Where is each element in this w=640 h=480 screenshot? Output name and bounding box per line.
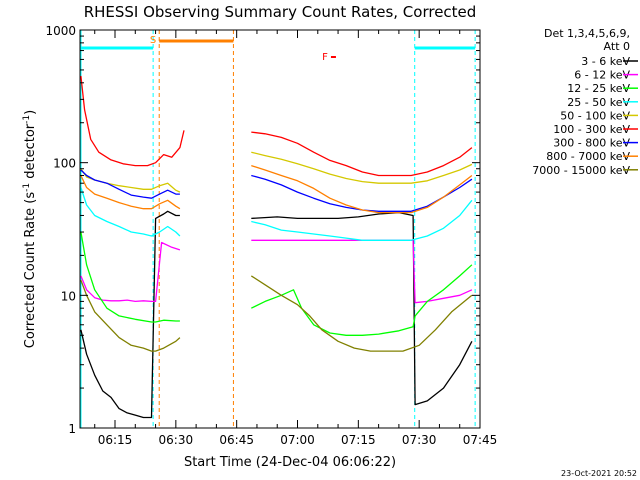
x-axis-ticks: 06:15 06:30 06:45 07:00 07:15 07:30 07:45 (94, 30, 498, 447)
series-line (80, 169, 473, 212)
legend-entry-label: 800 - 7000 keV (546, 150, 630, 163)
legend-entry-label: 6 - 12 keV (574, 69, 630, 82)
x-tick-label: 07:00 (280, 433, 315, 447)
legend-entry-label: 3 - 6 keV (581, 55, 630, 68)
series-line (80, 151, 473, 193)
y-tick-label: 1 (68, 422, 76, 436)
y-tick-label: 100 (53, 157, 76, 171)
series-line (80, 187, 473, 241)
y-axis-label: Corrected Count Rate (s-1 detector-1) (22, 110, 38, 348)
y-axis-ticks: 1 10 100 1000 (45, 24, 480, 436)
x-tick-label: 06:30 (159, 433, 194, 447)
data-series (80, 75, 473, 419)
legend-entry-label: 100 - 300 keV (553, 123, 630, 136)
legend-entry-label: 7000 - 15000 keV (532, 164, 630, 177)
series-line (80, 210, 473, 419)
y-tick-label: 10 (61, 289, 76, 303)
series-line (80, 164, 473, 214)
series-line (80, 275, 473, 352)
chart-title: RHESSI Observing Summary Count Rates, Co… (84, 3, 477, 21)
footer-date: 23-Oct-2021 20:52 (561, 469, 637, 478)
x-tick-label: 06:45 (219, 433, 254, 447)
x-axis-label: Start Time (24-Dec-04 06:06:22) (184, 455, 396, 470)
x-tick-label: 07:15 (341, 433, 376, 447)
flag-markers: SF (80, 30, 476, 428)
legend-entry-label: 12 - 25 keV (567, 82, 630, 95)
plot-frame (79, 29, 481, 429)
x-tick-label: 06:15 (98, 433, 133, 447)
legend-entry-label: 300 - 800 keV (553, 137, 630, 150)
legend-header-detectors: Det 1,3,4,5,6,9, (544, 27, 630, 40)
flare-flag-label: F (322, 52, 328, 63)
legend-entry-label: 50 - 100 keV (560, 109, 630, 122)
series-line (80, 231, 473, 336)
x-tick-label: 07:30 (402, 433, 437, 447)
legend-header-attenuator: Att 0 (604, 40, 630, 53)
y-tick-label: 1000 (45, 24, 76, 38)
saa-flag-label: S (150, 35, 156, 46)
x-tick-label: 07:45 (463, 433, 498, 447)
legend-entry-label: 25 - 50 keV (567, 96, 630, 109)
series-line (80, 75, 473, 177)
